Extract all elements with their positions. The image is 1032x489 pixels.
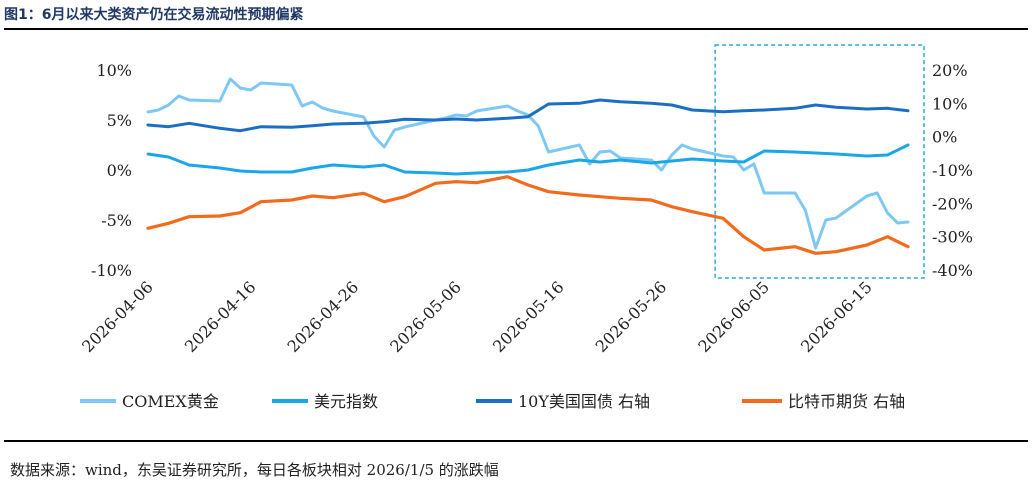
right-tick-label: -20% <box>932 194 973 213</box>
right-tick-label: 10% <box>932 94 968 113</box>
highlight-rect <box>714 44 925 279</box>
left-tick-label: -10% <box>91 261 132 280</box>
right-tick-label: 20% <box>932 61 968 80</box>
series-line-us10y <box>146 98 910 133</box>
right-tick-label: -30% <box>932 228 973 247</box>
series-line-gold <box>146 77 910 250</box>
legend: COMEX黄金 美元指数 10Y美国国债 右轴 比特币期货 右轴 <box>80 392 905 411</box>
left-tick-label: 10% <box>96 61 132 80</box>
x-tick-label: 2026-06-05 <box>694 277 773 356</box>
figure-title: 图1：6月以来大类资产仍在交易流动性预期偏紧 <box>4 7 304 23</box>
highlight-box <box>714 44 925 279</box>
x-tick-label: 2026-05-06 <box>386 277 465 356</box>
top-rule <box>4 28 1028 30</box>
right-tick-label: -40% <box>932 261 973 280</box>
left-tick-label: -5% <box>101 211 132 230</box>
source-note: 数据来源：wind，东吴证券研究所，每日各板块相对 2026/1/5 的涨跌幅 <box>10 461 499 479</box>
series-line-btc <box>146 175 910 255</box>
right-tick-label: 0% <box>932 128 957 147</box>
x-tick-label: 2026-06-15 <box>797 277 876 356</box>
right-axis: 20% 10% 0% -10% -20% -30% -40% <box>932 61 973 280</box>
series-lines <box>146 77 910 255</box>
x-tick-label: 2026-05-26 <box>592 277 671 356</box>
legend-label: 比特币期货 右轴 <box>788 392 905 411</box>
legend-label: 美元指数 <box>314 392 378 411</box>
left-tick-label: 0% <box>107 161 132 180</box>
legend-label: COMEX黄金 <box>122 392 219 411</box>
x-tick-label: 2026-04-06 <box>78 277 157 356</box>
left-tick-label: 5% <box>107 111 132 130</box>
left-axis: 10% 5% 0% -5% -10% <box>91 61 132 280</box>
bottom-rule <box>4 440 1028 442</box>
x-axis: 2026-04-06 2026-04-16 2026-04-26 2026-05-06… <box>78 277 876 356</box>
legend-label: 10Y美国国债 右轴 <box>518 392 650 411</box>
x-tick-label: 2026-05-16 <box>489 277 568 356</box>
series-line-usd <box>146 143 910 176</box>
x-tick-label: 2026-04-26 <box>284 277 363 356</box>
x-tick-label: 2026-04-16 <box>181 277 260 356</box>
right-tick-label: -10% <box>932 161 973 180</box>
